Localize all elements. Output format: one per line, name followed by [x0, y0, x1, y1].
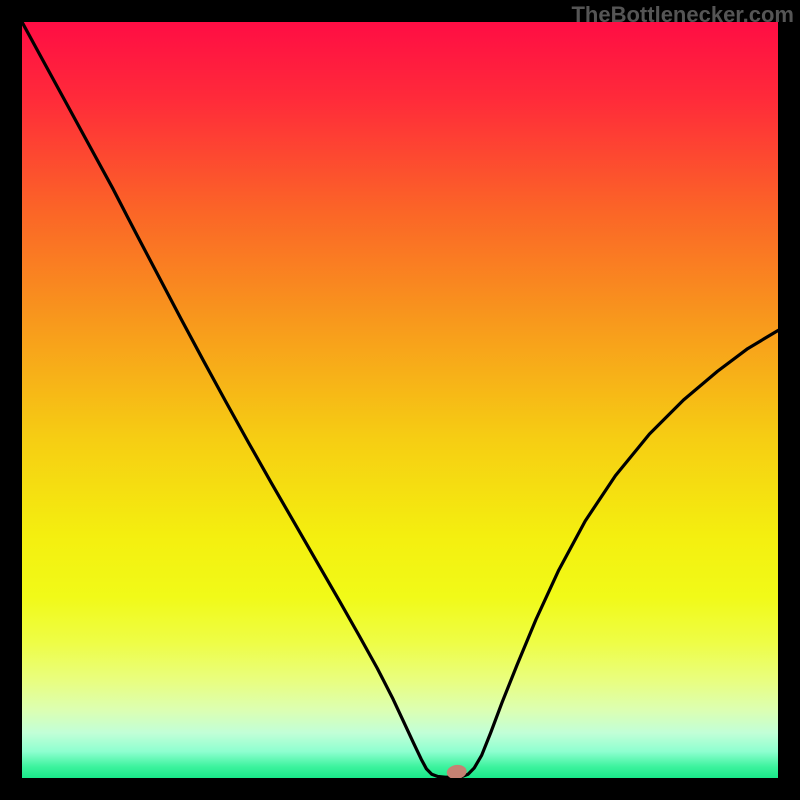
chart-svg: [22, 22, 778, 778]
plot-area: [22, 22, 778, 778]
chart-container: TheBottlenecker.com: [0, 0, 800, 800]
watermark-text: TheBottlenecker.com: [571, 2, 794, 28]
gradient-background: [22, 22, 778, 778]
